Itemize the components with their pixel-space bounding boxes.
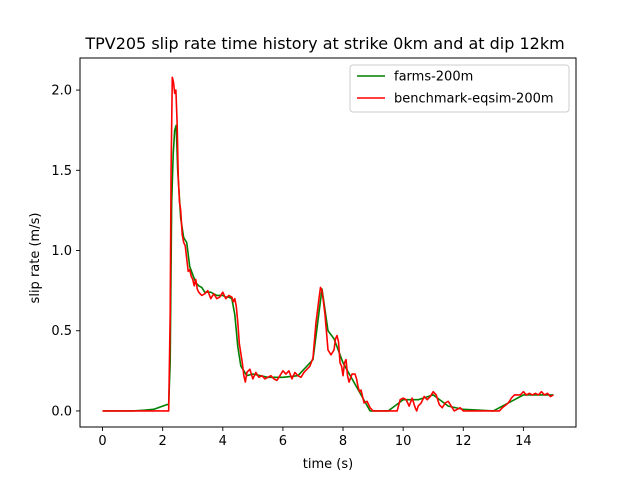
x-tick-label: 6	[279, 434, 287, 449]
x-tick-label: 14	[515, 434, 532, 449]
chart-title: TPV205 slip rate time history at strike …	[84, 34, 564, 53]
plot-frame	[79, 57, 577, 428]
x-axis-label: time (s)	[303, 457, 353, 472]
legend-label-1: benchmark-eqsim-200m	[394, 92, 554, 107]
y-axis-label: slip rate (m/s)	[28, 213, 43, 304]
y-tick-label: 0.5	[51, 324, 72, 339]
x-tick-label: 10	[395, 434, 412, 449]
x-tick-label: 8	[339, 434, 347, 449]
y-tick-label: 0.0	[51, 404, 72, 419]
x-tick-label: 4	[219, 434, 227, 449]
x-tick-label: 2	[159, 434, 167, 449]
legend-box	[349, 64, 570, 113]
y-axis-ticks: 0.0 0.5 1.0 1.5 2.0	[51, 84, 80, 419]
legend-label-0: farms-200m	[394, 70, 473, 85]
x-axis-ticks: 0 2 4 6 8 10 12 14	[98, 427, 532, 449]
x-tick-label: 0	[98, 434, 106, 449]
series-line-1	[102, 76, 554, 412]
legend: farms-200m benchmark-eqsim-200m	[349, 64, 570, 113]
x-tick-label: 12	[455, 434, 472, 449]
plot-area	[102, 76, 554, 412]
y-tick-label: 1.5	[51, 164, 72, 179]
y-tick-label: 1.0	[51, 244, 72, 259]
y-tick-label: 2.0	[51, 84, 72, 99]
